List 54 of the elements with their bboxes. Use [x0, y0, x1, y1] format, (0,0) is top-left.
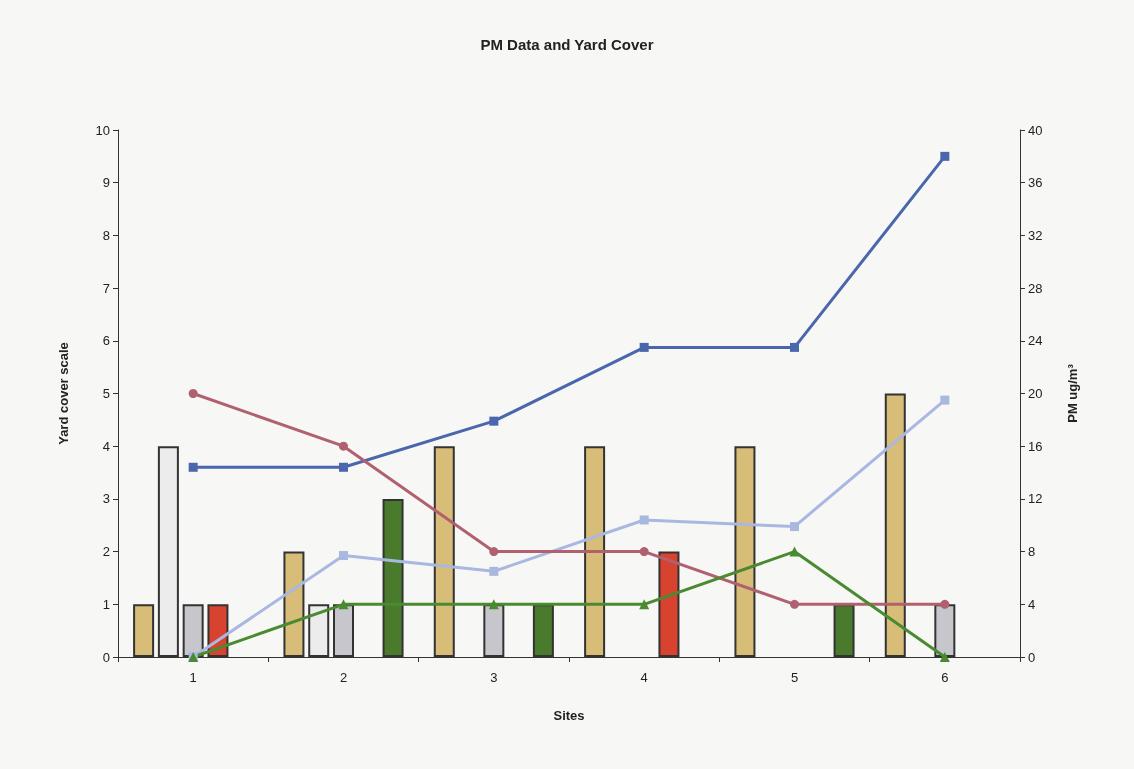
y-tick-label: 3 — [102, 491, 110, 507]
y-axis-title: Yard cover scale — [56, 342, 71, 445]
y2-axis-title: PM ug/m³ — [1065, 363, 1080, 423]
y2-tick-label: 0 — [1028, 649, 1036, 665]
y-tick-label: 8 — [102, 227, 110, 243]
y-tick-label: 9 — [102, 175, 110, 191]
y-tick-label: 0 — [102, 649, 110, 665]
y-tick-label: 1 — [102, 596, 110, 612]
point — [790, 342, 799, 352]
y2-tick-label: 12 — [1028, 491, 1043, 507]
point — [488, 599, 499, 610]
point — [188, 462, 198, 472]
point — [639, 342, 649, 352]
x-tick-label: 2 — [339, 670, 348, 685]
point — [339, 441, 348, 451]
point — [940, 395, 950, 405]
x-tick-label: 4 — [640, 670, 648, 685]
y2-tick-label: 40 — [1028, 122, 1043, 138]
point — [790, 599, 799, 609]
point — [789, 546, 800, 557]
point — [338, 599, 349, 610]
chart-title: PM Data and Yard Cover — [480, 36, 654, 53]
point — [939, 652, 950, 662]
y-tick-label: 5 — [102, 386, 110, 401]
y-tick-label: 6 — [102, 333, 110, 349]
point — [489, 566, 499, 576]
point — [339, 551, 348, 561]
point — [940, 151, 950, 161]
y2-tick-label: 20 — [1028, 386, 1043, 401]
point — [489, 416, 499, 426]
point — [790, 522, 799, 532]
x-tick-label: 3 — [490, 670, 498, 685]
y-tick-label: 7 — [102, 280, 110, 296]
y2-tick-label: 8 — [1028, 544, 1036, 560]
y2-tick-label: 16 — [1028, 438, 1043, 454]
point — [639, 515, 649, 525]
point — [639, 547, 649, 557]
x-tick-label: 6 — [941, 670, 949, 685]
point — [639, 599, 650, 610]
point — [339, 462, 348, 472]
point — [489, 547, 499, 557]
y2-tick-label: 32 — [1028, 227, 1043, 243]
y-tick-label: 4 — [102, 438, 110, 454]
point — [940, 599, 950, 609]
y-tick-label: 10 — [95, 122, 110, 138]
y2-tick-label: 4 — [1028, 596, 1036, 612]
y-tick-label: 2 — [102, 544, 110, 560]
x-tick-label: 5 — [790, 670, 799, 685]
y2-tick-label: 36 — [1028, 175, 1043, 191]
point — [188, 389, 198, 398]
x-axis-title: Sites — [553, 708, 585, 723]
y2-tick-label: 24 — [1028, 333, 1043, 349]
y2-tick-label: 28 — [1028, 280, 1043, 296]
x-tick-label: 1 — [189, 670, 197, 685]
